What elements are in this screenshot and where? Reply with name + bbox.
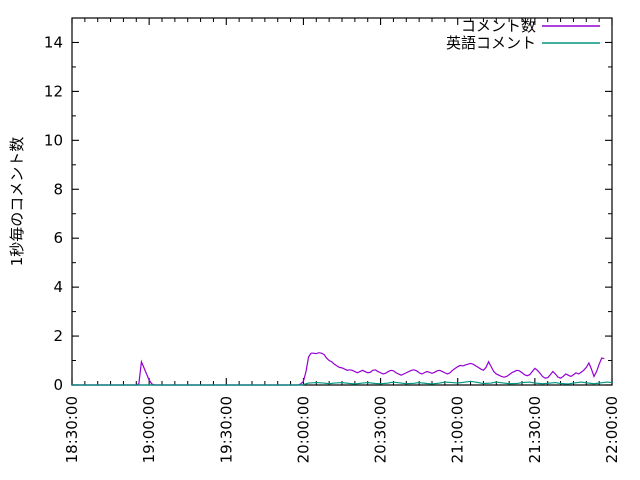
y-tick-label: 4 <box>53 278 63 296</box>
y-axis-label: 1秒毎のコメント数 <box>8 137 26 267</box>
x-tick-label: 21:00:00 <box>449 396 467 463</box>
y-tick-label: 8 <box>53 180 63 198</box>
x-tick-label: 19:30:00 <box>217 396 235 463</box>
y-tick-label: 12 <box>44 82 63 100</box>
x-tick-label: 22:00:00 <box>603 396 621 463</box>
x-tick-label: 21:30:00 <box>526 396 544 463</box>
x-tick-label-group: 18:30:00 19:00:00 19:30:00 20:00:00 20:30:00… <box>63 396 621 463</box>
x-tick-label: 20:30:00 <box>372 396 390 463</box>
series-line-english-comments <box>72 380 613 386</box>
y-tick-label: 6 <box>53 229 63 247</box>
y-tick-label-group: 0 2 4 6 8 10 12 14 <box>44 33 63 394</box>
y-tick-label: 2 <box>53 327 63 345</box>
legend-label: コメント数 <box>461 17 536 35</box>
y-axis-label-group: 1秒毎のコメント数 <box>8 137 26 267</box>
y-tick-label: 0 <box>53 376 63 394</box>
x-tick-label: 20:00:00 <box>294 396 312 463</box>
y-tick-label: 10 <box>44 131 63 149</box>
y-tick-label: 14 <box>44 33 63 51</box>
legend-label: 英語コメント <box>446 34 536 52</box>
x-tick-label: 18:30:00 <box>63 396 81 463</box>
plot-frame-border <box>71 17 613 386</box>
x-tick-label: 19:00:00 <box>140 396 158 463</box>
data-series-group <box>72 352 613 386</box>
